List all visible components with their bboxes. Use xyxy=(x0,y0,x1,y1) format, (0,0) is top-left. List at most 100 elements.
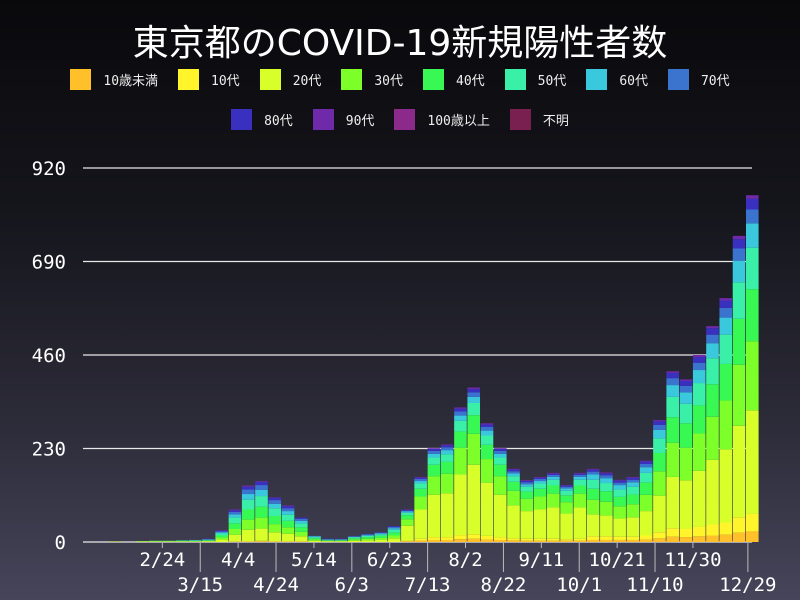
bar-segment xyxy=(653,471,666,496)
bar-segment xyxy=(653,538,666,542)
bar-segment xyxy=(480,444,494,460)
legend-label: 100歳以上 xyxy=(427,114,490,129)
bar-segment xyxy=(480,424,494,427)
bar-segment xyxy=(454,407,467,409)
bar-segment xyxy=(348,537,361,539)
bar-segment xyxy=(255,528,268,541)
bar-segment xyxy=(440,537,454,540)
bar-segment xyxy=(653,452,666,472)
bar-segment xyxy=(547,507,560,539)
bar-segment xyxy=(467,415,481,434)
x-tick-label: 5/14 xyxy=(291,549,337,571)
legend-item[interactable]: 10歳未満 xyxy=(70,69,158,90)
bar-segment xyxy=(533,481,547,484)
bar-segment xyxy=(600,472,613,474)
bar-segment xyxy=(639,539,653,542)
bar-segment xyxy=(228,514,242,518)
bar-segment xyxy=(268,503,282,509)
legend-label: 80代 xyxy=(264,114,293,129)
bar-segment xyxy=(361,540,374,542)
bar-segment xyxy=(255,496,268,507)
legend-item[interactable]: 30代 xyxy=(341,69,403,90)
bar-segment xyxy=(401,540,414,542)
bar-segment xyxy=(440,473,454,494)
bar-segment xyxy=(639,511,653,536)
bar-segment xyxy=(547,476,560,480)
bar-segment xyxy=(308,539,321,541)
bar-segment xyxy=(255,541,268,542)
bar-segment xyxy=(493,494,507,538)
bar-segment xyxy=(732,364,746,426)
bar-segment xyxy=(387,526,401,529)
x-tick-label: 11/30 xyxy=(664,549,721,571)
bar-segment xyxy=(467,392,481,397)
bar-segment xyxy=(732,517,746,533)
bar-segment xyxy=(294,536,308,542)
legend-swatch xyxy=(312,109,334,130)
bar-segment xyxy=(613,485,626,490)
bar-segment xyxy=(653,420,666,422)
bar-segment xyxy=(547,479,560,486)
bar-segment xyxy=(401,519,414,526)
bar-segment xyxy=(586,468,600,470)
legend-item[interactable]: 60代 xyxy=(586,69,648,90)
bar-segment xyxy=(202,541,215,542)
bar-segment xyxy=(520,511,534,539)
bar-segment xyxy=(732,532,746,542)
bar-segment xyxy=(427,457,441,465)
bar-segment xyxy=(361,537,374,539)
legend-label: 20代 xyxy=(292,74,322,89)
bar-segment xyxy=(692,370,706,384)
bar-segment xyxy=(520,482,534,485)
legend-item[interactable]: 不明 xyxy=(509,109,569,130)
bar-segment xyxy=(573,473,587,475)
bar-segment xyxy=(414,540,427,542)
bar-segment xyxy=(732,425,746,518)
legend-item[interactable]: 10代 xyxy=(178,69,240,90)
bar-segment xyxy=(268,497,282,501)
bar-segment xyxy=(679,392,693,404)
bar-segment xyxy=(401,541,414,542)
bar-segment xyxy=(573,479,587,486)
bar-segment xyxy=(241,529,255,542)
legend-item[interactable]: 80代 xyxy=(231,109,293,130)
bar-segment xyxy=(414,478,427,482)
bar-segment xyxy=(732,282,746,319)
bar-segment xyxy=(626,517,640,537)
bar-segment xyxy=(586,514,600,537)
legend-item[interactable]: 100歳以上 xyxy=(394,109,490,130)
bar-segment xyxy=(706,328,719,335)
bar-segment xyxy=(639,461,653,464)
bar-segment xyxy=(547,474,560,477)
legend-item[interactable]: 90代 xyxy=(312,109,374,130)
legend-item[interactable]: 50代 xyxy=(504,69,566,90)
legend-item[interactable]: 70代 xyxy=(667,69,730,90)
bar-segment xyxy=(507,540,520,542)
bar-segment xyxy=(520,540,534,542)
bar-segment xyxy=(467,387,481,390)
bar-segment xyxy=(547,493,560,508)
bar-segment xyxy=(719,534,733,542)
bar-segment xyxy=(600,478,613,484)
legend-item[interactable]: 40代 xyxy=(423,69,485,90)
bar-segment xyxy=(745,195,759,199)
bar-segment xyxy=(507,476,520,482)
bar-segment xyxy=(666,396,679,418)
bar-segment xyxy=(427,494,441,538)
bar-segment xyxy=(719,307,733,318)
y-tick-label: 230 xyxy=(32,439,66,461)
bar-segment xyxy=(573,474,587,477)
bar-segment xyxy=(255,517,268,529)
x-tick-label: 9/11 xyxy=(518,549,564,571)
legend-label: 60代 xyxy=(619,74,648,89)
bar-segment xyxy=(387,535,401,539)
bar-segment xyxy=(228,511,242,515)
bar-segment xyxy=(241,485,255,487)
bar-segment xyxy=(268,532,282,542)
legend-item[interactable]: 20代 xyxy=(259,69,322,90)
bar-segment xyxy=(493,537,507,540)
bar-segment xyxy=(626,482,640,487)
bar-segment xyxy=(613,489,626,497)
bar-segment xyxy=(533,477,547,479)
bar-segment xyxy=(387,529,401,533)
